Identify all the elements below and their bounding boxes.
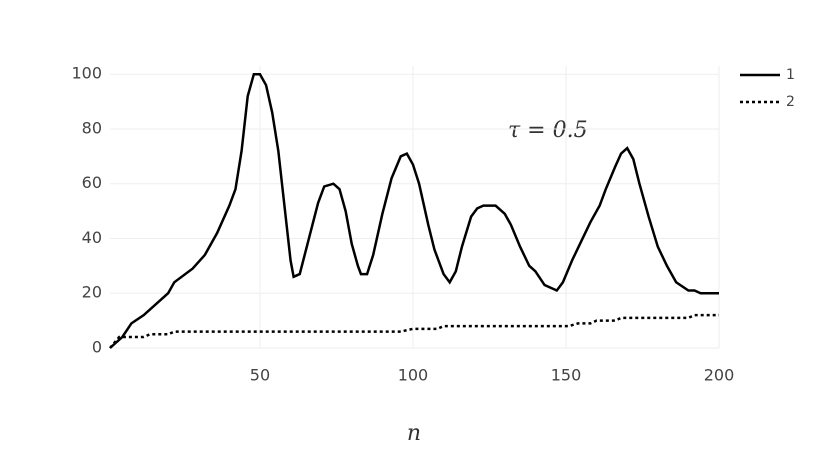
- y-tick-label: 80: [82, 118, 102, 137]
- y-tick-label: 20: [82, 283, 102, 302]
- y-tick-label: 0: [92, 338, 102, 357]
- x-tick-label: 200: [704, 366, 735, 385]
- legend-label: 2: [786, 94, 795, 110]
- x-tick-label: 50: [250, 366, 270, 385]
- legend-label: 1: [786, 67, 795, 83]
- line-series: [109, 72, 719, 349]
- y-tick-label: 60: [82, 173, 102, 192]
- annotation: τ = 0.5: [508, 118, 588, 143]
- x-axis-label: n: [407, 421, 421, 446]
- x-tick-label: 100: [398, 366, 429, 385]
- line-series: [109, 313, 719, 349]
- x-tick-label: 150: [551, 366, 582, 385]
- y-tick-label: 40: [82, 228, 102, 247]
- y-tick-label: 100: [71, 64, 102, 83]
